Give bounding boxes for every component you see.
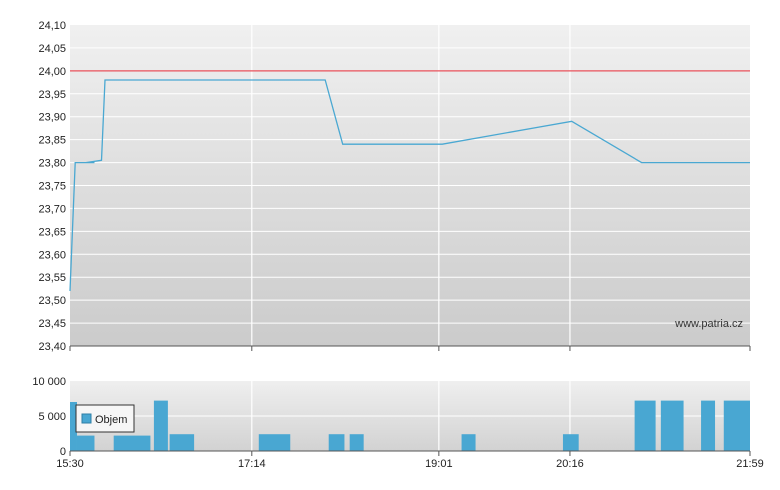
price-y-tick-label: 24,00 bbox=[38, 66, 66, 78]
price-y-tick-label: 23,50 bbox=[38, 295, 66, 307]
volume-bar bbox=[258, 434, 291, 451]
price-y-tick-label: 23,90 bbox=[38, 112, 66, 124]
volume-bar bbox=[562, 434, 579, 451]
volume-y-tick-label: 5 000 bbox=[38, 411, 66, 423]
price-y-tick-label: 23,65 bbox=[38, 226, 66, 238]
legend: Objem bbox=[75, 404, 135, 433]
price-y-tick-label: 23,45 bbox=[38, 318, 66, 330]
volume-bar bbox=[328, 434, 345, 451]
watermark: www.patria.cz bbox=[674, 318, 743, 330]
legend-label: Objem bbox=[95, 414, 127, 426]
volume-y-tick-label: 0 bbox=[60, 446, 66, 458]
price-y-tick-label: 24,05 bbox=[38, 43, 66, 55]
volume-bar bbox=[169, 434, 195, 451]
price-y-axis: 24,10 24,05 24,00 23,95 23,90 23,85 23,80 23,75… bbox=[38, 20, 66, 353]
x-tick-label: 15:30 bbox=[56, 458, 84, 470]
price-y-tick-label: 23,55 bbox=[38, 272, 66, 284]
price-x-ticks bbox=[69, 346, 751, 351]
x-tick-label: 21:59 bbox=[736, 458, 764, 470]
price-series-line bbox=[69, 79, 750, 292]
volume-bar bbox=[113, 435, 151, 451]
volume-bar bbox=[461, 434, 476, 451]
volume-bar bbox=[634, 400, 656, 451]
legend-swatch bbox=[81, 413, 92, 424]
price-y-tick-label: 23,60 bbox=[38, 249, 66, 261]
volume-bar bbox=[660, 400, 684, 451]
price-y-tick-label: 23,95 bbox=[38, 89, 66, 101]
volume-bars bbox=[70, 400, 750, 451]
volume-bar bbox=[349, 434, 364, 451]
price-y-tick-label: 23,40 bbox=[38, 341, 66, 353]
volume-bar bbox=[76, 435, 95, 451]
price-y-tick-label: 23,85 bbox=[38, 135, 66, 147]
price-y-tick-label: 23,75 bbox=[38, 181, 66, 193]
volume-bar bbox=[723, 400, 750, 451]
volume-y-tick-label: 10 000 bbox=[32, 376, 66, 388]
price-y-tick-label: 24,10 bbox=[38, 20, 66, 32]
x-tick-label: 17:14 bbox=[238, 458, 266, 470]
volume-bar bbox=[701, 400, 716, 451]
x-tick-label: 19:01 bbox=[425, 458, 453, 470]
price-gridlines bbox=[70, 25, 750, 346]
volume-bar bbox=[70, 402, 77, 451]
price-y-tick-label: 23,80 bbox=[38, 158, 66, 170]
volume-bar bbox=[153, 400, 168, 451]
x-tick-label: 20:16 bbox=[556, 458, 584, 470]
volume-y-axis: 10 000 5 000 0 bbox=[32, 376, 66, 458]
price-y-tick-label: 23,70 bbox=[38, 203, 66, 215]
x-axis: 15:30 17:14 19:01 20:16 21:59 bbox=[56, 451, 764, 470]
